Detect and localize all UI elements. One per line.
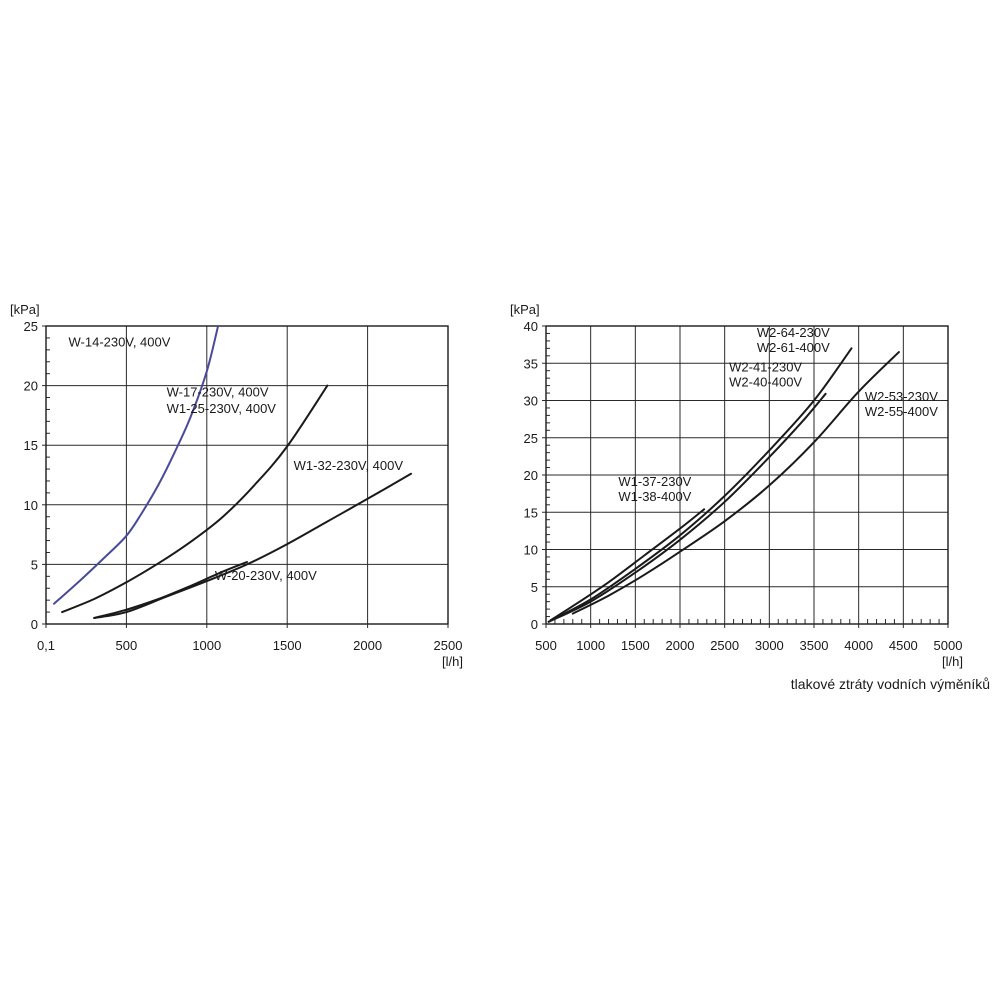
x-tick-label: 4500: [889, 638, 918, 653]
series-line: [547, 392, 827, 623]
series-line: [53, 325, 220, 605]
y-axis-label: [kPa]: [10, 302, 40, 317]
chart-right: 500 1000 1500 2000 2500 3000 3500 4000 4500 5000 0…: [510, 302, 963, 669]
series-line: [93, 472, 412, 619]
y-tick-label: 30: [524, 394, 538, 409]
y-tick-label: 10: [24, 498, 38, 513]
y-tick-label: 15: [524, 505, 538, 520]
y-tick-label: 15: [24, 438, 38, 453]
y-tick-label: 5: [531, 580, 538, 595]
series-annotation: W1-32-230V, 400V: [294, 458, 404, 473]
x-tick-label: 3000: [755, 638, 784, 653]
x-tick-label: 2000: [353, 638, 382, 653]
x-tick-label: 500: [535, 638, 557, 653]
y-tick-label: 20: [524, 468, 538, 483]
x-tick-label: 500: [116, 638, 138, 653]
chart-left: 0,1 500 1000 1500 2000 2500 0 5 10 15 20 25 [kPa] [l/…: [10, 302, 463, 669]
series-annotation: W2-64-230V: [757, 325, 830, 340]
y-tick-label: 0: [531, 617, 538, 632]
series-annotation: W2-53-230V: [865, 389, 938, 404]
x-tick-label: 3500: [800, 638, 829, 653]
y-tick-label: 10: [524, 543, 538, 558]
x-tick-label: 5000: [934, 638, 963, 653]
y-tick-label: 20: [24, 379, 38, 394]
series-line: [549, 508, 706, 622]
y-axis-label: [kPa]: [510, 302, 540, 317]
x-tick-label: 1000: [192, 638, 221, 653]
series-annotation: W2-41-230V: [729, 359, 802, 374]
series-annotation: W1-38-400V: [618, 489, 691, 504]
x-axis-label: [l/h]: [442, 654, 463, 669]
y-tick-label: 5: [31, 557, 38, 572]
series-annotation: W-20-230V, 400V: [215, 568, 317, 583]
series-line: [571, 351, 900, 615]
series-line: [61, 384, 329, 614]
x-tick-label: 1500: [621, 638, 650, 653]
x-tick-label: 4000: [844, 638, 873, 653]
y-tick-label: 25: [24, 319, 38, 334]
series-annotation: W2-55-400V: [865, 404, 938, 419]
x-tick-label: 0,1: [37, 638, 55, 653]
plot-frame: [45, 325, 449, 625]
y-tick-label: 35: [524, 356, 538, 371]
series-annotation: W1-25-230V, 400V: [167, 401, 277, 416]
series-annotation: W-14-230V, 400V: [69, 334, 171, 349]
x-tick-label: 1500: [273, 638, 302, 653]
series-annotation: W-17-230V, 400V: [167, 384, 269, 399]
series-annotation: W2-61-400V: [757, 340, 830, 355]
series-annotation: W1-37-230V: [618, 474, 691, 489]
x-tick-label: 2500: [710, 638, 739, 653]
x-tick-label: 1000: [576, 638, 605, 653]
y-tick-label: 40: [524, 319, 538, 334]
y-tick-label: 25: [524, 431, 538, 446]
series-line: [547, 347, 853, 623]
x-tick-label: 2000: [666, 638, 695, 653]
series-annotation: W2-40-400V: [729, 374, 802, 389]
x-axis-label: [l/h]: [942, 654, 963, 669]
figure-caption: tlakové ztráty vodních výměníků: [790, 676, 990, 692]
y-tick-label: 0: [31, 617, 38, 632]
x-tick-label: 2500: [434, 638, 463, 653]
